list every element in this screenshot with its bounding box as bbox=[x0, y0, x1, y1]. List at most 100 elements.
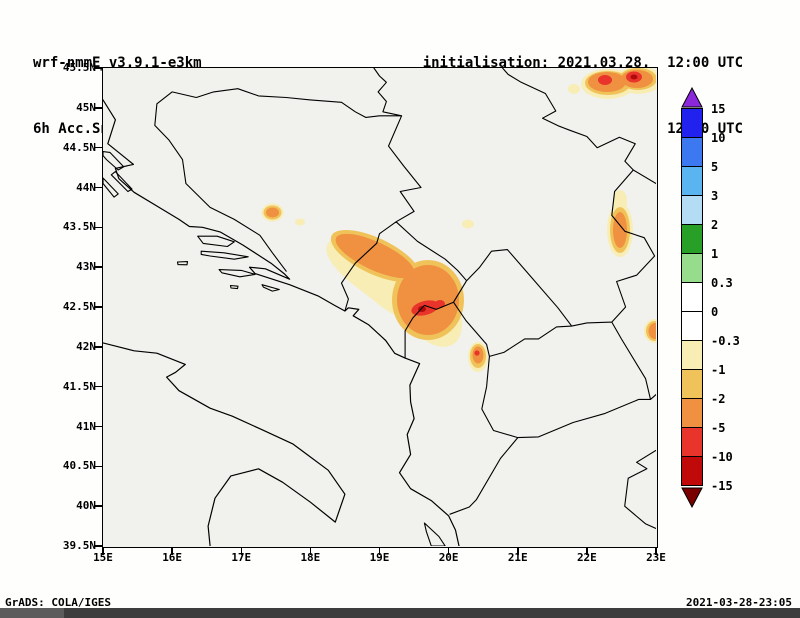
lon-tick-mark bbox=[240, 547, 242, 555]
lat-tick-label: 42.5N bbox=[62, 300, 96, 313]
colorbar-segment bbox=[682, 254, 702, 283]
italy-coastline bbox=[102, 341, 345, 546]
colorbar: 15 10 5 3 2 1 0.3 0 -0.3 -1 -2 -5 -10 -15 bbox=[681, 87, 751, 527]
colorbar-segment bbox=[682, 457, 702, 485]
snow-patch bbox=[294, 218, 305, 225]
lat-tick-mark bbox=[95, 425, 102, 428]
lat-tick-label: 45.5N bbox=[62, 61, 96, 74]
lat-tick-mark bbox=[95, 266, 102, 268]
lon-tick-mark bbox=[309, 547, 312, 555]
lat-tick-mark bbox=[95, 465, 102, 468]
colorbar-tick-label: 0 bbox=[711, 305, 719, 319]
lat-tick-mark bbox=[95, 107, 102, 109]
lat-tick-mark bbox=[95, 67, 102, 69]
map-canvas bbox=[102, 67, 656, 546]
snow-patch bbox=[648, 322, 656, 339]
colorbar-tick-label: 15 bbox=[711, 102, 726, 116]
render-timestamp: 2021-03-28-23:05 bbox=[686, 596, 792, 609]
colorbar-segment bbox=[682, 196, 702, 225]
lon-tick-label: 18E bbox=[300, 551, 321, 564]
snow-patch bbox=[567, 83, 580, 94]
snow-patch bbox=[597, 74, 612, 85]
lon-tick-mark bbox=[517, 547, 519, 555]
colorbar-segment bbox=[682, 109, 702, 138]
snow-patch bbox=[612, 211, 627, 248]
adriatic-east-coastline bbox=[102, 98, 460, 546]
snow-patch bbox=[630, 74, 637, 79]
lat-tick-label: 45N bbox=[76, 100, 96, 114]
snow-shade-cream-layer bbox=[261, 67, 656, 372]
colorbar-segment bbox=[682, 283, 702, 312]
lon-tick-mark bbox=[655, 547, 657, 555]
lat-tick-mark bbox=[95, 306, 102, 308]
colorbar-bottom-arrow bbox=[681, 487, 703, 508]
colorbar-tick-label: 3 bbox=[711, 189, 719, 203]
colorbar-segment bbox=[682, 370, 702, 399]
lat-tick-label: 39.5N bbox=[62, 539, 96, 552]
colorbar-tick-label: -2 bbox=[711, 392, 726, 406]
colorbar-tick-label: -5 bbox=[711, 421, 726, 435]
lon-tick-mark bbox=[378, 547, 381, 555]
greek-northeast-coastline bbox=[623, 449, 656, 529]
snow-patch bbox=[461, 219, 474, 228]
colorbar-tick-label: -15 bbox=[711, 479, 733, 493]
down-arrow-icon bbox=[681, 487, 703, 508]
lat-tick-mark bbox=[95, 186, 102, 189]
colorbar-tick-label: -1 bbox=[711, 363, 726, 377]
lat-tick-label: 43N bbox=[76, 260, 96, 274]
lon-tick-mark bbox=[171, 547, 173, 555]
lon-tick-mark bbox=[586, 547, 588, 555]
colorbar-segment bbox=[682, 138, 702, 167]
lat-tick-mark bbox=[95, 146, 102, 149]
lat-tick-label: 40N bbox=[76, 499, 96, 513]
colorbar-tick-label: 1 bbox=[711, 247, 719, 261]
lon-tick-mark bbox=[447, 547, 450, 555]
lon-tick-label: 23E bbox=[646, 551, 666, 564]
snow-patch bbox=[612, 189, 627, 212]
colorbar-tick-label: 0.3 bbox=[711, 276, 733, 290]
colorbar-segments bbox=[681, 108, 703, 486]
island-outlines bbox=[102, 150, 446, 546]
map-plot-area bbox=[101, 66, 658, 548]
bottom-taskbar-strip bbox=[0, 608, 800, 618]
lat-tick-mark bbox=[95, 505, 102, 507]
colorbar-tick-label: -0.3 bbox=[711, 334, 740, 348]
lat-tick-mark bbox=[95, 545, 102, 547]
snow-patch bbox=[434, 299, 445, 308]
grads-credit: GrADS: COLA/IGES bbox=[5, 596, 111, 609]
lat-tick-label: 41.5N bbox=[62, 379, 96, 393]
country-borders bbox=[153, 67, 656, 515]
lon-tick-mark bbox=[102, 547, 104, 555]
colorbar-segment bbox=[682, 399, 702, 428]
lon-tick-label: 15E bbox=[93, 551, 113, 564]
lon-tick-label: 21E bbox=[507, 551, 528, 564]
snow-patch bbox=[396, 264, 459, 335]
snow-patch bbox=[335, 233, 414, 278]
colorbar-segment bbox=[682, 428, 702, 457]
colorbar-segment bbox=[682, 312, 702, 341]
colorbar-segment bbox=[682, 225, 702, 254]
lon-tick-label: 20E bbox=[438, 551, 459, 564]
lat-tick-label: 40.5N bbox=[62, 459, 96, 473]
lat-tick-label: 44N bbox=[76, 180, 96, 194]
lon-tick-label: 16E bbox=[162, 551, 183, 564]
lat-tick-mark bbox=[95, 385, 102, 388]
colorbar-top-arrow bbox=[681, 87, 703, 108]
snow-patch bbox=[473, 349, 480, 356]
lat-tick-mark bbox=[95, 226, 102, 229]
lon-tick-label: 22E bbox=[576, 551, 597, 564]
colorbar-tick-label: 2 bbox=[711, 218, 719, 232]
snow-patch bbox=[265, 207, 279, 217]
colorbar-segment bbox=[682, 167, 702, 196]
lat-tick-label: 43.5N bbox=[62, 220, 96, 234]
colorbar-tick-label: -10 bbox=[711, 450, 733, 464]
lat-tick-mark bbox=[95, 346, 102, 348]
lat-tick-label: 42N bbox=[76, 339, 96, 353]
lon-tick-label: 19E bbox=[369, 551, 390, 564]
up-arrow-icon bbox=[681, 87, 703, 108]
colorbar-tick-label: 5 bbox=[711, 160, 719, 174]
colorbar-tick-label: 10 bbox=[711, 131, 726, 145]
lat-tick-label: 44.5N bbox=[62, 140, 96, 154]
colorbar-segment bbox=[682, 341, 702, 370]
